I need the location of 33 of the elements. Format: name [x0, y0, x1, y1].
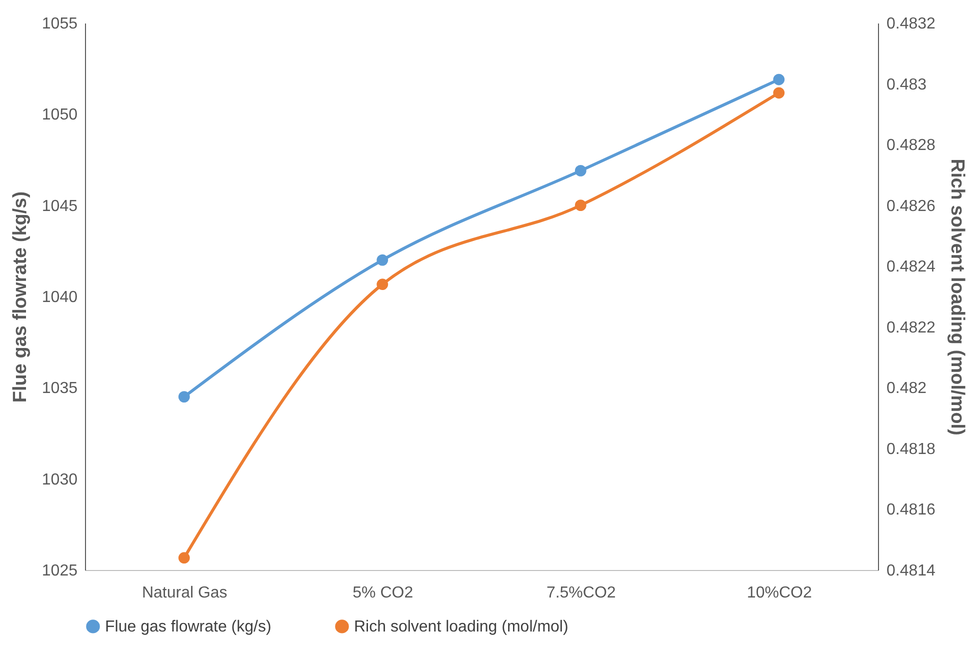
- point: [376, 254, 388, 266]
- point: [376, 278, 388, 290]
- y2-tick-label: 0.4816: [886, 502, 936, 519]
- y2-tick-label: 0.4832: [886, 16, 936, 32]
- y-tick-label: 1040: [42, 289, 78, 306]
- y2-tick-label: 0.4824: [886, 258, 936, 276]
- y2-tick-label: 0.4822: [886, 319, 936, 336]
- y2-tick-label: 0.4814: [886, 562, 936, 580]
- point: [574, 200, 586, 212]
- legend-label: Flue gas flowrate (kg/s): [105, 618, 272, 636]
- point: [773, 87, 785, 99]
- point: [178, 552, 190, 564]
- point: [178, 391, 190, 402]
- point: [574, 165, 586, 176]
- legend-label: Rich solvent loading (mol/mol): [354, 618, 568, 636]
- x-tick-label: Natural Gas: [142, 584, 228, 602]
- y2-tick-label: 0.4826: [886, 198, 936, 215]
- y-tick-label: 1045: [42, 198, 78, 215]
- y2-tick-label: 0.4828: [886, 137, 936, 154]
- x-tick-label: 5% CO2: [352, 584, 414, 602]
- point: [773, 74, 785, 86]
- y-tick-label: 1030: [42, 471, 78, 488]
- y2-tick-label: 0.482: [886, 380, 927, 398]
- y-axis-title: Flue gas flowrate (kg/s): [10, 191, 31, 403]
- y-tick-label: 1035: [42, 380, 78, 398]
- y-tick-label: 1050: [42, 106, 78, 124]
- y2-tick-label: 0.483: [886, 76, 927, 94]
- x-tick-label: 10%CO2: [746, 584, 812, 602]
- y-tick-label: 1025: [42, 562, 78, 580]
- y2-tick-label: 0.4818: [886, 440, 936, 458]
- y-tick-label: 1055: [42, 16, 78, 32]
- y2-axis-title: Rich solvent loading (mol/mol): [946, 158, 968, 436]
- x-tick-label: 7.5%CO2: [546, 584, 616, 602]
